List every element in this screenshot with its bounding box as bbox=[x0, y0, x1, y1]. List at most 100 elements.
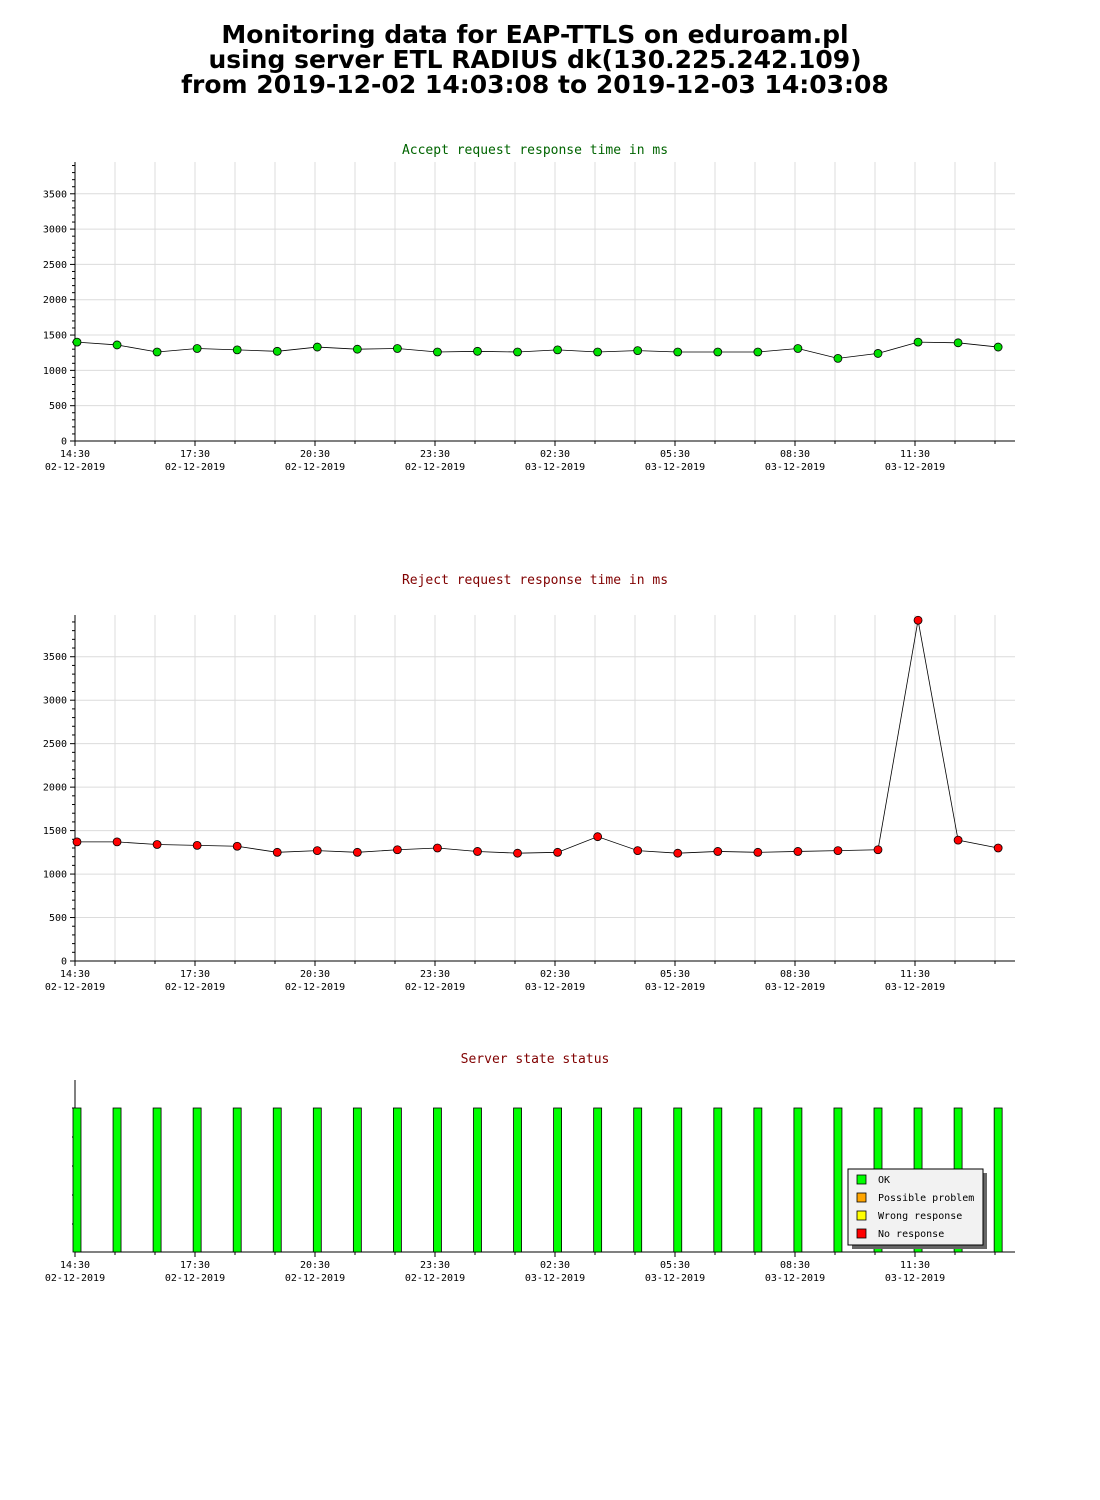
status-chart-title: Server state status bbox=[461, 1052, 610, 1067]
status-x-tick-label: 11:30 bbox=[900, 1260, 930, 1271]
status-x-tick-date: 03-12-2019 bbox=[885, 1273, 945, 1284]
reject-data-point bbox=[713, 847, 723, 856]
reject-data-point bbox=[192, 840, 202, 850]
reject-x-tick-label: 23:30 bbox=[420, 969, 450, 980]
reject-data-point bbox=[392, 845, 402, 855]
title-line-3: from 2019-12-02 14:03:08 to 2019-12-03 1… bbox=[181, 70, 889, 99]
accept-y-tick-label: 3000 bbox=[43, 225, 67, 236]
reject-data-point bbox=[913, 615, 923, 625]
reject-data-point bbox=[232, 841, 242, 851]
reject-data-point bbox=[673, 848, 683, 858]
legend-box bbox=[847, 1168, 984, 1246]
legend-swatch bbox=[856, 1174, 867, 1185]
reject-x-tick-date: 03-12-2019 bbox=[525, 982, 585, 993]
status-bar bbox=[793, 1107, 803, 1253]
status-bar bbox=[753, 1107, 763, 1253]
accept-data-point bbox=[473, 346, 482, 356]
reject-data-point bbox=[513, 848, 522, 858]
reject-x-tick-date: 03-12-2019 bbox=[885, 982, 945, 993]
reject-data-point bbox=[753, 847, 763, 857]
reject-y-tick-label: 2000 bbox=[43, 783, 67, 794]
accept-data-point bbox=[953, 338, 963, 348]
accept-data-point bbox=[312, 342, 322, 352]
legend-label: Possible problem bbox=[878, 1193, 974, 1204]
status-bar bbox=[152, 1107, 162, 1253]
accept-data-point bbox=[152, 347, 162, 357]
accept-x-tick-label: 14:30 bbox=[60, 449, 90, 460]
reject-x-tick-date: 03-12-2019 bbox=[645, 982, 705, 993]
status-bar bbox=[593, 1107, 603, 1253]
reject-data-point bbox=[272, 847, 282, 857]
reject-data-point bbox=[953, 835, 963, 845]
status-x-tick-label: 17:30 bbox=[180, 1260, 210, 1271]
status-bar bbox=[312, 1107, 322, 1253]
title-line-1: Monitoring data for EAP-TTLS on eduroam.… bbox=[221, 20, 849, 49]
status-bar bbox=[513, 1107, 522, 1253]
status-x-tick-label: 05:30 bbox=[660, 1260, 690, 1271]
reject-y-tick-label: 3000 bbox=[43, 696, 67, 707]
legend-label: OK bbox=[878, 1175, 890, 1186]
reject-x-tick-label: 08:30 bbox=[780, 969, 810, 980]
reject-data-point bbox=[833, 846, 843, 855]
status-bar bbox=[993, 1107, 1003, 1253]
accept-data-point bbox=[673, 347, 683, 357]
accept-data-point bbox=[793, 344, 803, 353]
accept-data-point bbox=[232, 345, 242, 355]
status-bar bbox=[232, 1107, 242, 1253]
accept-x-tick-date: 03-12-2019 bbox=[645, 462, 705, 473]
accept-y-tick-label: 2000 bbox=[43, 295, 67, 306]
reject-data-point bbox=[352, 847, 362, 857]
status-bar bbox=[392, 1107, 402, 1253]
status-bar bbox=[192, 1107, 202, 1253]
accept-y-tick-label: 1000 bbox=[43, 366, 67, 377]
reject-x-tick-date: 02-12-2019 bbox=[285, 982, 345, 993]
reject-data-point bbox=[993, 843, 1003, 853]
status-x-tick-date: 02-12-2019 bbox=[45, 1273, 105, 1284]
status-bar bbox=[633, 1107, 643, 1253]
reject-x-tick-label: 05:30 bbox=[660, 969, 690, 980]
status-bar bbox=[833, 1107, 843, 1253]
reject-x-tick-date: 03-12-2019 bbox=[765, 982, 825, 993]
status-x-tick-label: 08:30 bbox=[780, 1260, 810, 1271]
accept-data-point bbox=[433, 347, 442, 357]
reject-y-tick-label: 500 bbox=[49, 913, 67, 924]
legend-swatch bbox=[856, 1192, 867, 1203]
legend-swatch bbox=[856, 1228, 867, 1239]
accept-series-line bbox=[76, 341, 999, 359]
legend-swatch bbox=[856, 1210, 867, 1221]
accept-data-point bbox=[72, 337, 82, 347]
reject-data-point bbox=[873, 845, 883, 855]
reject-chart-title: Reject request response time in ms bbox=[402, 573, 668, 588]
status-bar bbox=[713, 1107, 723, 1253]
reject-data-point bbox=[633, 846, 643, 855]
accept-data-point bbox=[873, 349, 883, 358]
legend-label: No response bbox=[878, 1229, 944, 1240]
accept-data-point bbox=[513, 347, 522, 357]
accept-chart-title: Accept request response time in ms bbox=[402, 143, 668, 158]
status-x-tick-date: 03-12-2019 bbox=[765, 1273, 825, 1284]
status-x-tick-label: 02:30 bbox=[540, 1260, 570, 1271]
status-bar bbox=[352, 1107, 362, 1253]
reject-x-tick-date: 02-12-2019 bbox=[165, 982, 225, 993]
reject-x-tick-date: 02-12-2019 bbox=[405, 982, 465, 993]
accept-y-tick-label: 3500 bbox=[43, 189, 67, 200]
reject-x-tick-label: 02:30 bbox=[540, 969, 570, 980]
reject-y-tick-label: 2500 bbox=[43, 739, 67, 750]
accept-y-tick-label: 2500 bbox=[43, 260, 67, 271]
accept-x-tick-date: 02-12-2019 bbox=[285, 462, 345, 473]
status-bar bbox=[112, 1107, 122, 1253]
reject-y-tick-label: 1500 bbox=[43, 826, 67, 837]
accept-x-tick-label: 23:30 bbox=[420, 449, 450, 460]
reject-data-point bbox=[593, 832, 603, 842]
status-bar bbox=[553, 1107, 562, 1253]
reject-data-point bbox=[72, 837, 82, 847]
reject-data-point bbox=[112, 837, 122, 847]
accept-data-point bbox=[192, 344, 202, 353]
accept-x-tick-date: 02-12-2019 bbox=[165, 462, 225, 473]
status-x-tick-label: 23:30 bbox=[420, 1260, 450, 1271]
status-x-tick-date: 02-12-2019 bbox=[285, 1273, 345, 1284]
reject-data-point bbox=[473, 847, 482, 856]
reject-x-tick-label: 14:30 bbox=[60, 969, 90, 980]
accept-x-tick-date: 03-12-2019 bbox=[885, 462, 945, 473]
